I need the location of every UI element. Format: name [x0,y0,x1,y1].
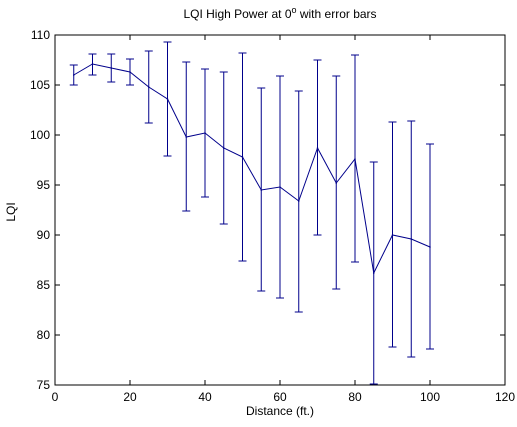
y-tick-label-6: 105 [30,78,50,92]
x-tick-label-5: 100 [420,390,440,404]
data-point-7 [204,132,206,134]
y-axis-label: LQI [4,202,18,221]
data-point-5 [166,98,169,100]
data-point-17 [391,234,394,236]
data-point-2 [110,67,113,69]
y-tick-label-3: 90 [37,228,51,242]
y-tick-label-2: 85 [37,278,51,292]
data-point-1 [91,63,94,65]
data-point-12 [297,200,300,202]
chart-title: LQI High Power at 0o with error bars [183,5,376,21]
y-tick-label-4: 95 [37,178,51,192]
data-point-19 [429,246,431,248]
data-point-0 [72,74,75,76]
data-line-layer [72,63,431,275]
x-tick-label-3: 60 [273,390,287,404]
y-tick-label-1: 80 [37,328,51,342]
data-point-10 [260,189,263,191]
y-tick-label-0: 75 [37,378,51,392]
data-point-13 [316,147,319,149]
chart-title-prefix: LQI High Power at 0 [183,7,291,21]
data-point-9 [241,156,244,158]
x-tick-label-6: 120 [495,390,515,404]
x-axis-label: Distance (ft.) [246,404,314,418]
data-point-11 [279,186,281,188]
data-point-3 [129,71,131,73]
y-tick-label-7: 110 [31,28,50,42]
data-point-6 [185,136,188,138]
chart-title-superscript: o [292,5,297,15]
axis-ticks: 0 20 40 60 80 100 120 75 80 85 90 95 100 105 110 [30,28,515,404]
x-tick-label-0: 0 [52,390,59,404]
data-point-4 [147,86,150,88]
data-point-18 [410,238,413,240]
chart-title-suffix: with error bars [297,7,377,21]
x-tick-label-1: 20 [123,390,137,404]
data-point-15 [354,158,356,160]
data-series-line-0 [73,63,431,275]
data-point-8 [222,147,225,149]
y-tick-label-5: 100 [30,128,50,142]
data-point-16 [372,272,375,274]
data-point-14 [335,182,338,184]
x-tick-label-2: 40 [198,390,212,404]
x-tick-label-4: 80 [348,390,362,404]
